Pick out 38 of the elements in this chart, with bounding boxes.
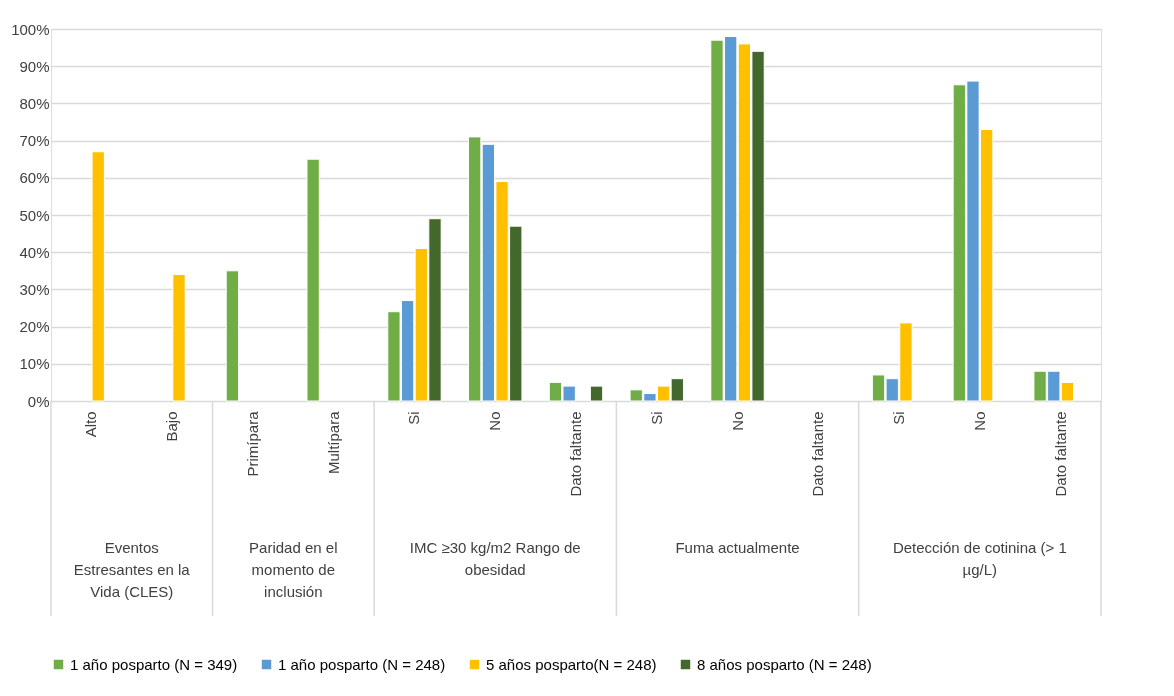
text: Paridad en el momento de inclusión (249, 539, 338, 600)
bar (589, 385, 604, 402)
legend-label: 5 años posparto(N = 248) (486, 655, 657, 673)
text: IMC ≥30 kg/m2 Rango de obesidad (409, 539, 581, 578)
bar (225, 270, 240, 402)
x-tick-label: Dato faltante (567, 411, 584, 497)
x-tick-label: Si (890, 411, 908, 425)
y-tick-label: 100% (11, 20, 50, 38)
x-tick-label: No (728, 411, 746, 431)
y-tick-label: 60% (19, 169, 50, 187)
y-tick-label: 80% (19, 94, 50, 112)
x-tick-label: Dato faltante (1051, 411, 1069, 497)
y-tick-label: 70% (19, 132, 50, 150)
legend-label: 1 año posparto (N = 248) (278, 655, 446, 673)
x-tick-label: Bajo (163, 411, 181, 442)
x-tick-label: No (970, 411, 988, 431)
bar (306, 158, 320, 402)
x-tick-label: Multípara (324, 410, 342, 475)
y-tick-label: 40% (19, 243, 50, 261)
x-tick-label: No (486, 411, 504, 431)
x-tick-label: Si (647, 411, 665, 425)
bar (91, 151, 105, 402)
y-tick-label: 0% (27, 392, 50, 410)
x-tick-label: Primípara (243, 410, 261, 477)
bar (172, 274, 186, 402)
y-tick-label: 10% (19, 355, 50, 373)
text: Eventos Estresantes en la Vida (CLES) (73, 539, 191, 600)
y-tick-label: 20% (19, 318, 50, 336)
text: Detección de cotinina (> 1 µg/L) (892, 539, 1067, 578)
x-tick-label: Si (405, 411, 423, 425)
x-tick-label: Dato faltante (809, 411, 827, 497)
y-tick-label: 90% (19, 57, 50, 75)
x-tick-label: Alto (82, 411, 100, 438)
y-tick-label: 50% (19, 206, 50, 224)
text: Fuma actualmente (675, 539, 800, 556)
legend-label: 1 año posparto (N = 349) (70, 655, 238, 673)
y-tick-label: 30% (19, 280, 50, 298)
legend-label: 8 años posparto (N = 248) (697, 655, 872, 673)
